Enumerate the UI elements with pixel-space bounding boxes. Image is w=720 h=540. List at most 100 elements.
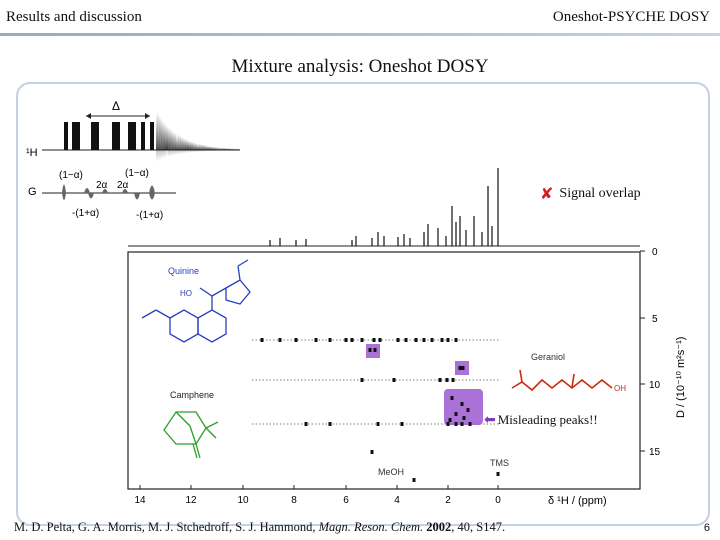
lobe-label: (1−α) — [125, 168, 149, 179]
dosy-plot: 14 12 10 8 6 4 2 0 δ ¹H / (ppm) 0 5 10 1… — [127, 247, 687, 507]
gradient-lobe — [149, 185, 155, 193]
y-tick: 15 — [640, 447, 661, 458]
lobe-label: -(1+α) — [72, 208, 99, 219]
x-tick: 0 — [495, 485, 501, 506]
dosy-peak — [454, 422, 458, 426]
dosy-peak — [400, 422, 404, 426]
dosy-peak — [376, 422, 380, 426]
delta-arrow-right — [145, 113, 150, 119]
dosy-peak — [438, 378, 442, 382]
gradient-lobe — [62, 193, 66, 200]
dosy-peak — [404, 338, 408, 342]
citation-journal: Magn. Reson. Chem. — [318, 520, 424, 534]
y-tick-label: 0 — [652, 247, 658, 258]
dosy-peak — [368, 348, 372, 352]
y-tick-label: 5 — [652, 314, 658, 325]
dosy-peak — [344, 338, 348, 342]
dosy-peak — [430, 338, 434, 342]
dosy-peak — [440, 338, 444, 342]
y-tick: 0 — [640, 247, 658, 258]
arrow-left-icon: ⬅ — [484, 412, 496, 428]
x-tick: 8 — [291, 485, 297, 506]
x-axis: 14 12 10 8 6 4 2 0 — [134, 485, 501, 506]
dosy-peak — [461, 366, 465, 370]
signal-overlap-text: Signal overlap — [559, 185, 641, 201]
gradient-lobe — [88, 193, 94, 199]
x-tick-label: 0 — [495, 495, 501, 506]
misleading-highlight — [444, 389, 483, 425]
citation-year: 2002 — [426, 520, 452, 534]
delta-label: Δ — [112, 99, 120, 113]
dosy-peak — [412, 478, 416, 482]
dosy-peak — [373, 348, 377, 352]
dosy-peak — [458, 366, 462, 370]
gradient-lobe — [134, 193, 140, 200]
dosy-peak — [446, 422, 450, 426]
lobe-label: 2α — [96, 180, 108, 191]
plot-frame — [127, 251, 641, 490]
dosy-peak — [445, 378, 449, 382]
rf-pulse — [112, 122, 120, 150]
dosy-peak — [462, 416, 466, 420]
x-tick: 10 — [237, 485, 249, 506]
overlap-highlight — [366, 344, 380, 358]
camphene-label: Camphene — [170, 390, 214, 400]
citation-rest: , 40, S147. — [451, 520, 506, 534]
dosy-peak — [392, 378, 396, 382]
dosy-peak — [454, 412, 458, 416]
dosy-peak — [294, 338, 298, 342]
dosy-peak — [466, 408, 470, 412]
dosy-peak — [370, 450, 374, 454]
camphene-structure — [163, 411, 219, 459]
dosy-peak — [454, 338, 458, 342]
dosy-peak — [350, 338, 354, 342]
spectrum-peaks — [269, 168, 499, 246]
h-channel-label: ¹H — [26, 147, 38, 159]
gradient-lobe — [149, 193, 155, 200]
geraniol-oh-label: OH — [614, 384, 626, 393]
lobe-label: 2α — [117, 180, 129, 191]
dosy-peak — [450, 396, 454, 400]
dosy-peak — [378, 338, 382, 342]
gradient-lobe — [84, 188, 90, 193]
geraniol-label: Geraniol — [531, 352, 565, 362]
dosy-peak — [496, 472, 500, 476]
x-tick-label: 4 — [394, 495, 400, 506]
citation: M. D. Pelta, G. A. Morris, M. J. Stchedr… — [14, 520, 505, 535]
dosy-peak — [372, 338, 376, 342]
dosy-peak — [260, 338, 264, 342]
header-divider — [0, 33, 720, 36]
dosy-peak — [460, 422, 464, 426]
lobe-label: (1−α) — [59, 170, 83, 181]
x-tick: 6 — [343, 485, 349, 506]
slide-number: 6 — [703, 522, 710, 534]
dosy-peak — [460, 402, 464, 406]
dosy-peak — [360, 338, 364, 342]
slide-header: Results and discussion Oneshot-PSYCHE DO… — [0, 0, 720, 36]
x-tick-label: 6 — [343, 495, 349, 506]
cross-icon: ✘ — [540, 184, 554, 203]
section-title: Results and discussion — [6, 9, 142, 25]
topic-title: Oneshot-PSYCHE DOSY — [552, 9, 710, 25]
x-tick-label: 2 — [445, 495, 451, 506]
dosy-peaks — [260, 338, 500, 482]
dosy-peak — [328, 338, 332, 342]
x-tick-label: 8 — [291, 495, 297, 506]
quinine-ho-label: HO — [180, 289, 192, 298]
dosy-peak — [396, 338, 400, 342]
rf-pulse — [128, 122, 136, 150]
dosy-peak — [451, 378, 455, 382]
dosy-peak — [360, 378, 364, 382]
meoh-label: MeOH — [378, 467, 404, 477]
y-tick: 10 — [640, 380, 661, 391]
x-tick: 2 — [445, 485, 451, 506]
rf-pulse — [91, 122, 99, 150]
dosy-peak — [448, 418, 452, 422]
rf-pulse — [150, 122, 154, 150]
rf-pulse — [72, 122, 80, 150]
x-tick-label: 14 — [134, 495, 146, 506]
quinine-label: Quinine — [168, 266, 199, 276]
x-tick-label: 12 — [185, 495, 197, 506]
gradient-lobe — [62, 184, 66, 193]
signal-overlap-note: ✘ Signal overlap — [540, 184, 641, 203]
